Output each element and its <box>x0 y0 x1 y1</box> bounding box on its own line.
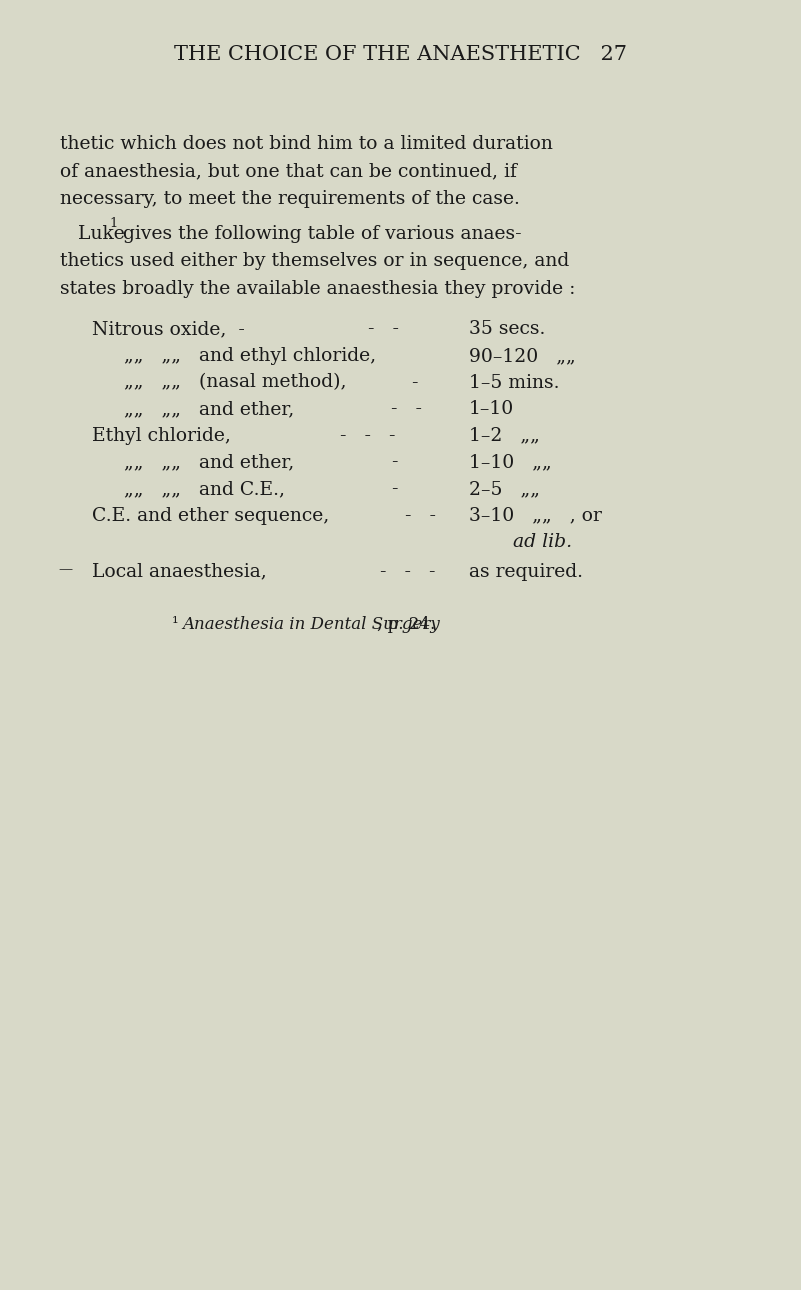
Text: -: - <box>391 480 397 498</box>
Text: -   -: - - <box>405 507 436 525</box>
Text: Ethyl chloride,: Ethyl chloride, <box>92 427 231 445</box>
Text: 35 secs.: 35 secs. <box>469 320 545 338</box>
Text: ¹: ¹ <box>172 615 179 633</box>
Text: Anaesthesia in Dental Surgery: Anaesthesia in Dental Surgery <box>183 615 441 633</box>
Text: -   -: - - <box>368 320 400 338</box>
Text: as required.: as required. <box>469 562 582 581</box>
Text: states broadly the available anaesthesia they provide :: states broadly the available anaesthesia… <box>60 280 575 298</box>
Text: „„   „„   and ethyl chloride,: „„ „„ and ethyl chloride, <box>124 347 376 365</box>
Text: 1–2   „„: 1–2 „„ <box>469 427 539 445</box>
Text: -: - <box>411 374 417 392</box>
Text: , p. 24.: , p. 24. <box>377 615 436 633</box>
Text: 1–5 mins.: 1–5 mins. <box>469 374 559 392</box>
Text: -: - <box>391 454 397 471</box>
Text: Luke: Luke <box>60 226 131 244</box>
Text: 1: 1 <box>110 217 118 230</box>
Text: C.E. and ether sequence,: C.E. and ether sequence, <box>92 507 329 525</box>
Text: 1–10: 1–10 <box>469 400 513 418</box>
Text: 3–10   „„   , or: 3–10 „„ , or <box>469 507 602 525</box>
Text: 90–120   „„: 90–120 „„ <box>469 347 575 365</box>
Text: -   -   -: - - - <box>380 562 436 581</box>
Text: „„   „„   and ether,: „„ „„ and ether, <box>124 454 295 471</box>
Text: „„   „„   (nasal method),: „„ „„ (nasal method), <box>124 374 347 392</box>
Text: -   -   -: - - - <box>340 427 396 445</box>
Text: thetics used either by themselves or in sequence, and: thetics used either by themselves or in … <box>60 253 570 271</box>
Text: Local anaesthesia,: Local anaesthesia, <box>92 562 267 581</box>
Text: -   -: - - <box>391 400 422 418</box>
Text: „„   „„   and C.E.,: „„ „„ and C.E., <box>124 480 285 498</box>
Text: —: — <box>58 562 73 577</box>
Text: THE CHOICE OF THE ANAESTHETIC   27: THE CHOICE OF THE ANAESTHETIC 27 <box>174 45 627 64</box>
Text: Nitrous oxide,  -: Nitrous oxide, - <box>92 320 245 338</box>
Text: gives the following table of various anaes-: gives the following table of various ana… <box>117 226 521 244</box>
Text: „„   „„   and ether,: „„ „„ and ether, <box>124 400 295 418</box>
Text: 2–5   „„: 2–5 „„ <box>469 480 540 498</box>
Text: necessary, to meet the requirements of the case.: necessary, to meet the requirements of t… <box>60 190 520 208</box>
Text: 1–10   „„: 1–10 „„ <box>469 454 551 471</box>
Text: thetic which does not bind him to a limited duration: thetic which does not bind him to a limi… <box>60 135 553 154</box>
Text: ad lib.: ad lib. <box>513 533 572 551</box>
Text: of anaesthesia, but one that can be continued, if: of anaesthesia, but one that can be cont… <box>60 163 517 181</box>
